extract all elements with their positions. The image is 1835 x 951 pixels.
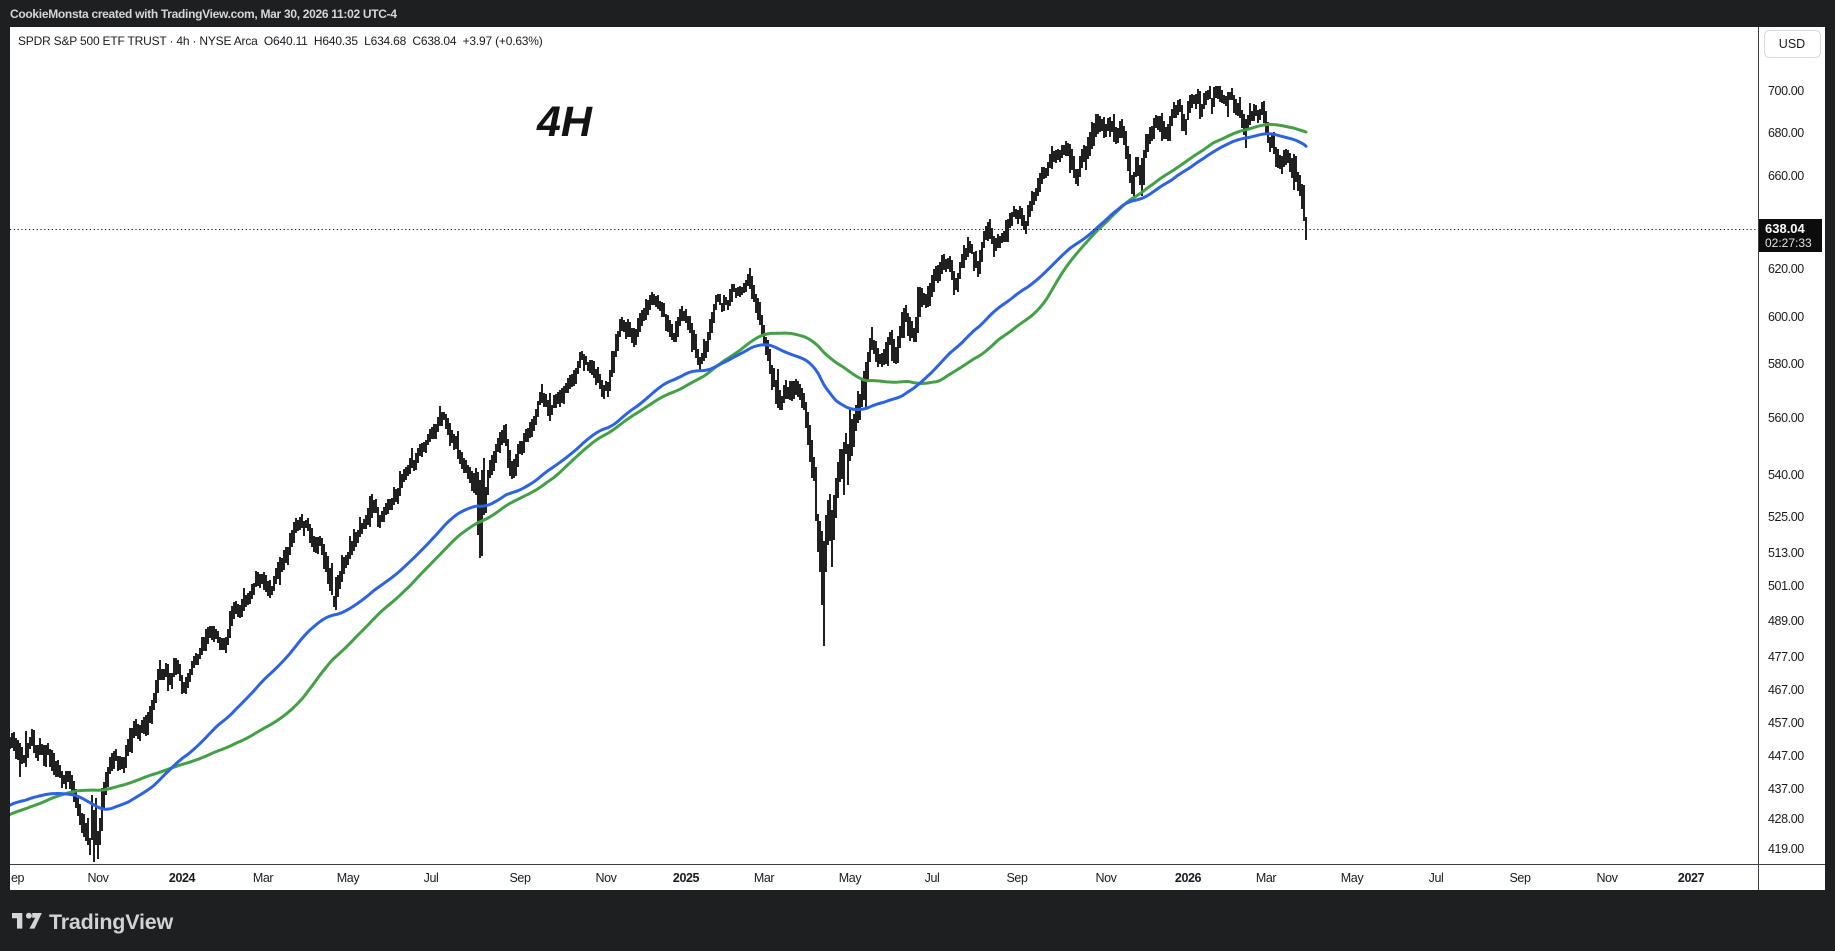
svg-text:Nov: Nov [1095,871,1117,885]
svg-text:May: May [839,871,863,885]
svg-text:ep: ep [11,871,25,885]
svg-text:Jul: Jul [925,871,940,885]
svg-text:580.00: 580.00 [1768,357,1804,371]
svg-text:Mar: Mar [253,871,274,885]
svg-text:638.04: 638.04 [1765,221,1806,236]
svg-text:4H: 4H [536,98,593,146]
svg-text:USD: USD [1779,37,1805,51]
svg-text:467.00: 467.00 [1768,683,1804,697]
svg-text:700.00: 700.00 [1768,84,1804,98]
svg-text:Nov: Nov [87,871,109,885]
svg-text:419.00: 419.00 [1768,842,1804,856]
svg-text:2025: 2025 [673,871,700,885]
svg-text:Jul: Jul [424,871,439,885]
svg-text:Nov: Nov [1596,871,1618,885]
svg-text:660.00: 660.00 [1768,169,1804,183]
svg-text:477.00: 477.00 [1768,650,1804,664]
svg-text:600.00: 600.00 [1768,310,1804,324]
svg-text:Nov: Nov [595,871,617,885]
svg-text:457.00: 457.00 [1768,716,1804,730]
svg-text:Sep: Sep [509,871,530,885]
svg-text:428.00: 428.00 [1768,812,1804,826]
svg-text:560.00: 560.00 [1768,411,1804,425]
svg-text:525.00: 525.00 [1768,510,1804,524]
svg-text:Sep: Sep [1006,871,1027,885]
svg-text:513.00: 513.00 [1768,546,1804,560]
svg-text:May: May [337,871,361,885]
svg-text:2024: 2024 [169,871,196,885]
svg-text:447.00: 447.00 [1768,749,1804,763]
svg-text:437.00: 437.00 [1768,782,1804,796]
svg-text:02:27:33: 02:27:33 [1765,236,1812,250]
svg-text:Jul: Jul [1429,871,1444,885]
svg-text:2026: 2026 [1175,871,1202,885]
svg-text:May: May [1341,871,1365,885]
svg-text:Sep: Sep [1509,871,1530,885]
svg-text:680.00: 680.00 [1768,126,1804,140]
svg-text:540.00: 540.00 [1768,468,1804,482]
svg-text:489.00: 489.00 [1768,614,1804,628]
svg-text:Mar: Mar [1256,871,1277,885]
svg-text:Mar: Mar [754,871,775,885]
svg-text:501.00: 501.00 [1768,579,1804,593]
svg-text:2027: 2027 [1678,871,1705,885]
svg-text:TradingView: TradingView [49,910,174,934]
svg-text:620.00: 620.00 [1768,262,1804,276]
